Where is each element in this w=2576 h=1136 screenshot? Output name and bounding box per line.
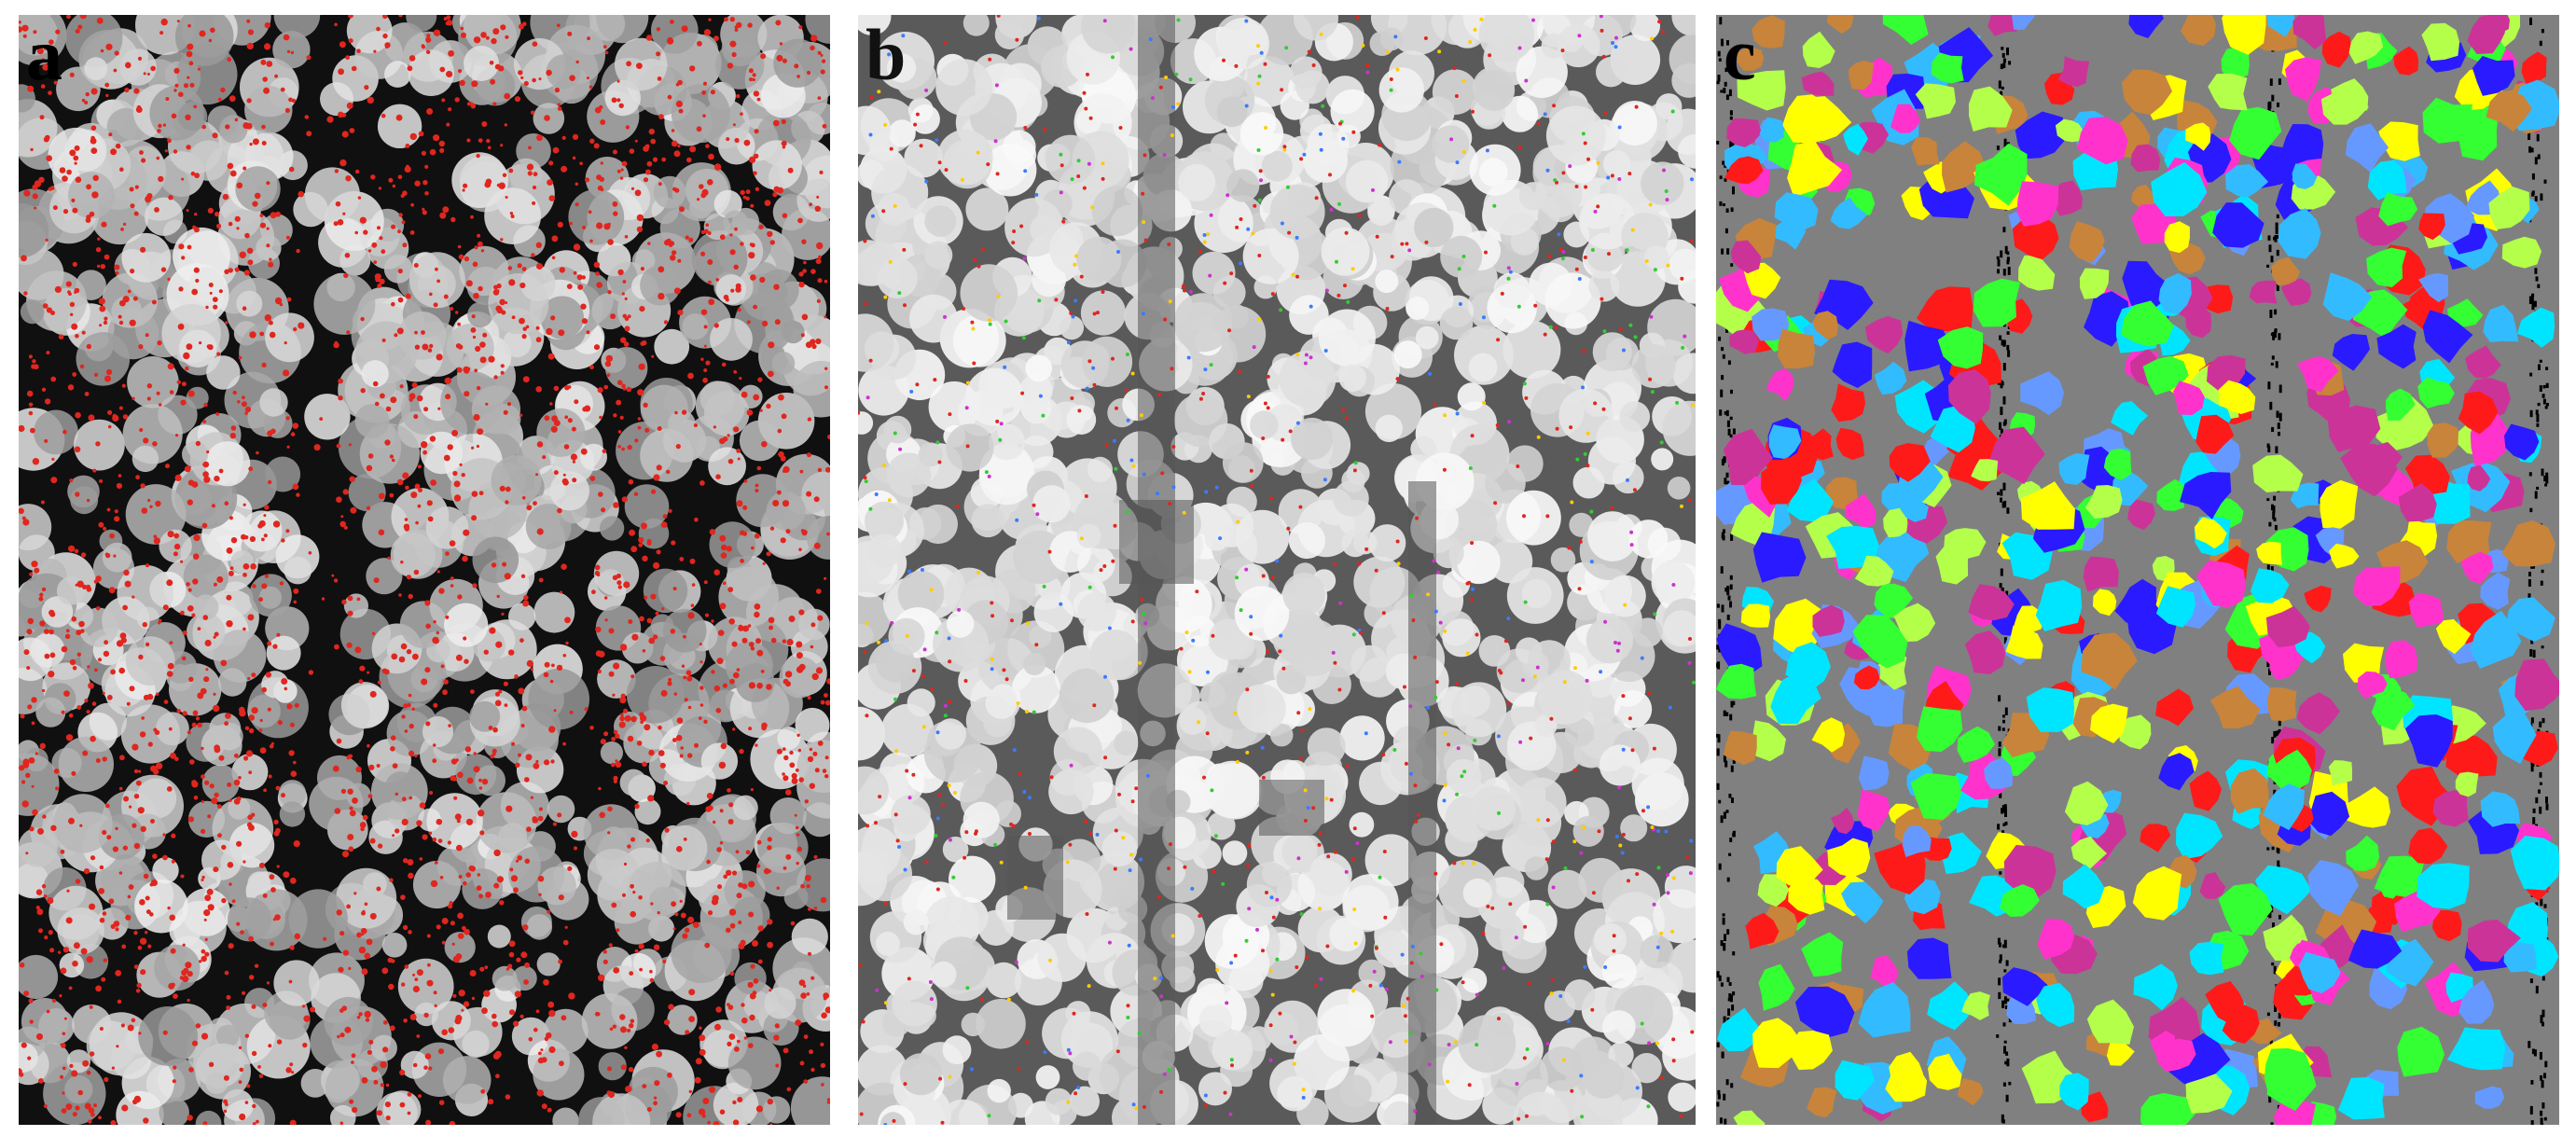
panel-c-label: c [1724,15,1756,95]
panel-c-segmented-crowns: c [1716,15,2559,1125]
panel-a-image [19,15,830,1125]
panel-b-canopy-seeds: b [858,15,1696,1125]
panel-b-image [858,15,1696,1125]
panel-a-label: a [26,15,62,95]
panel-c-image [1716,15,2559,1125]
panel-b-label: b [866,15,907,95]
panel-a-lidar-points: a [19,15,830,1125]
